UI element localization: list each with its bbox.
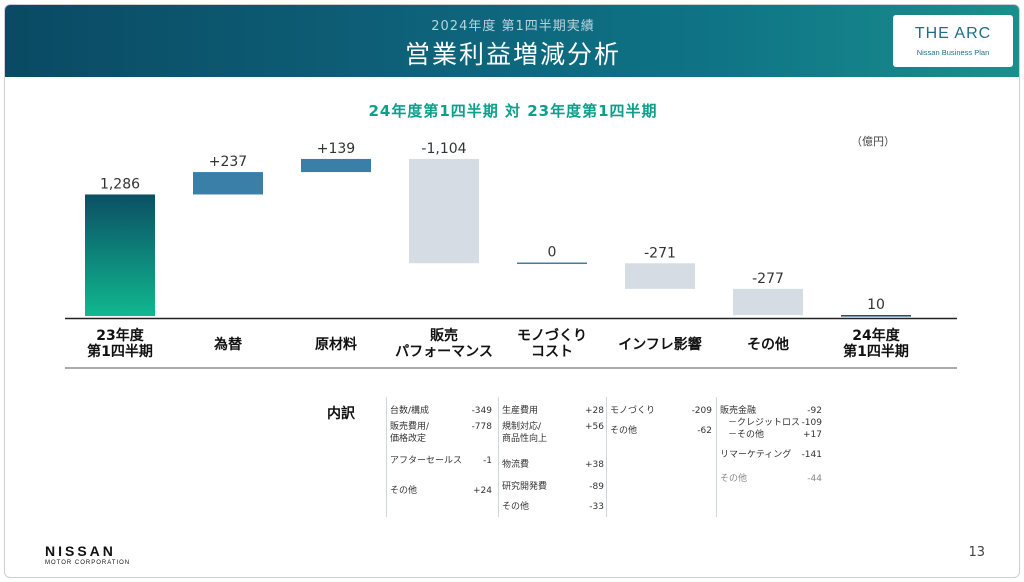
- brand-name: NISSAN: [45, 543, 116, 559]
- breakdown-item-value: +28: [585, 406, 604, 416]
- bar-7: [841, 315, 911, 317]
- breakdown-item-label: 販売費用/価格改定: [390, 422, 430, 444]
- breakdown-item-label: その他: [610, 426, 638, 436]
- category-label-5: インフレ影響: [618, 337, 702, 353]
- data-label-1: +237: [209, 154, 247, 170]
- breakdown-item-value: -109: [801, 418, 822, 428]
- bar-6: [733, 288, 803, 316]
- data-label-5: -271: [644, 245, 676, 261]
- logo-sub-text: Nissan Business Plan: [916, 48, 990, 57]
- category-label-0: 23年度 第1四半期: [87, 328, 153, 360]
- breakdown-item-value: +56: [585, 422, 604, 432]
- breakdown-item-value: -141: [801, 450, 822, 460]
- category-label-2: 原材料: [315, 337, 357, 353]
- breakdown-column-0: 台数/構成 -349 販売費用/価格改定 -778 アフターセールス -1 その他 +24: [386, 397, 492, 517]
- page-number: 13: [968, 545, 985, 560]
- breakdown-item-value: -44: [807, 474, 822, 484]
- breakdown-item-value: +17: [803, 430, 822, 440]
- chart-title: 24年度第1四半期 対 23年度第1四半期: [368, 102, 658, 120]
- the-arc-logo: THE ARC Nissan Business Plan: [893, 15, 1013, 67]
- data-label-0: 1,286: [100, 176, 140, 192]
- waterfall-chart: 1,286 +237 +139 -1,104 0 -271 -277 10: [65, 141, 957, 369]
- breakdown-item-value: -349: [471, 406, 492, 416]
- nissan-logo: NISSAN MOTOR CORPORATION: [45, 543, 130, 566]
- logo-main-text: THE ARC: [914, 25, 992, 42]
- category-label-6: その他: [747, 337, 789, 353]
- breakdown-item-value: -62: [697, 426, 712, 436]
- breakdown-item-value: -1: [483, 456, 492, 466]
- breakdown-item-label: アフターセールス: [390, 456, 463, 466]
- breakdown-item-value: +24: [473, 486, 492, 496]
- breakdown-item-value: +38: [585, 460, 604, 470]
- breakdown-item-label: －その他: [728, 430, 765, 440]
- breakdown-column-2: モノづくり -209 その他 -62: [606, 397, 712, 517]
- breakdown-item-value: -92: [807, 406, 822, 416]
- slide-subtitle: 2024年度 第1四半期実績: [431, 19, 595, 34]
- bar-4: [517, 262, 587, 265]
- breakdown-item-value: -209: [691, 406, 712, 416]
- unit-label: （億円）: [851, 135, 895, 148]
- breakdown-item-label: その他: [390, 486, 418, 496]
- breakdown-label: 内訳: [327, 406, 355, 422]
- data-label-6: -277: [752, 271, 784, 287]
- data-label-4: 0: [548, 245, 557, 261]
- slide-title: 営業利益増減分析: [404, 40, 621, 69]
- breakdown-item-value: -89: [589, 482, 604, 492]
- category-label-4: モノづくり コスト: [517, 328, 587, 360]
- breakdown-item-label: 販売金融: [720, 406, 757, 416]
- bar-2: [301, 158, 371, 173]
- data-label-2: +139: [317, 141, 355, 157]
- brand-sub: MOTOR CORPORATION: [45, 560, 131, 566]
- data-label-3: -1,104: [421, 141, 466, 157]
- breakdown-item-label: 研究開発費: [502, 482, 548, 492]
- slide-header: 2024年度 第1四半期実績 営業利益増減分析 THE ARC Nissan B…: [5, 5, 1019, 77]
- slide-frame: 2024年度 第1四半期実績 営業利益増減分析 THE ARC Nissan B…: [4, 4, 1020, 578]
- bar-3: [409, 158, 479, 264]
- breakdown-item-value: -778: [471, 422, 492, 432]
- category-label-7: 24年度 第1四半期: [843, 328, 909, 360]
- breakdown-column-1: 生産費用 +28 規制対応/商品性向上 +56 物流費 +38 研究開発費 -89 その他 -33: [498, 397, 604, 517]
- breakdown-item-label: 物流費: [502, 460, 530, 470]
- bar-0: [85, 194, 155, 316]
- breakdown-item-label: リマーケティング: [720, 450, 792, 460]
- data-label-7: 10: [867, 297, 885, 313]
- bar-5: [625, 263, 695, 289]
- breakdown-item-label: 生産費用: [502, 406, 539, 416]
- category-label-1: 為替: [214, 337, 242, 353]
- breakdown-item-label: 規制対応/商品性向上: [502, 422, 548, 444]
- breakdown-item-label: その他: [720, 474, 748, 484]
- breakdown-item-value: -33: [589, 502, 604, 512]
- breakdown-item-label: －クレジットロス: [728, 418, 801, 428]
- bar-1: [193, 172, 263, 195]
- breakdown-column-3: 販売金融 -92 －クレジットロス -109 －その他 +17 リマーケティング -141 その…: [716, 397, 822, 517]
- category-label-3: 販売 パフォーマンス: [395, 328, 493, 360]
- breakdown-item-label: モノづくり: [610, 406, 656, 416]
- breakdown-item-label: その他: [502, 502, 530, 512]
- breakdown-item-label: 台数/構成: [390, 406, 430, 416]
